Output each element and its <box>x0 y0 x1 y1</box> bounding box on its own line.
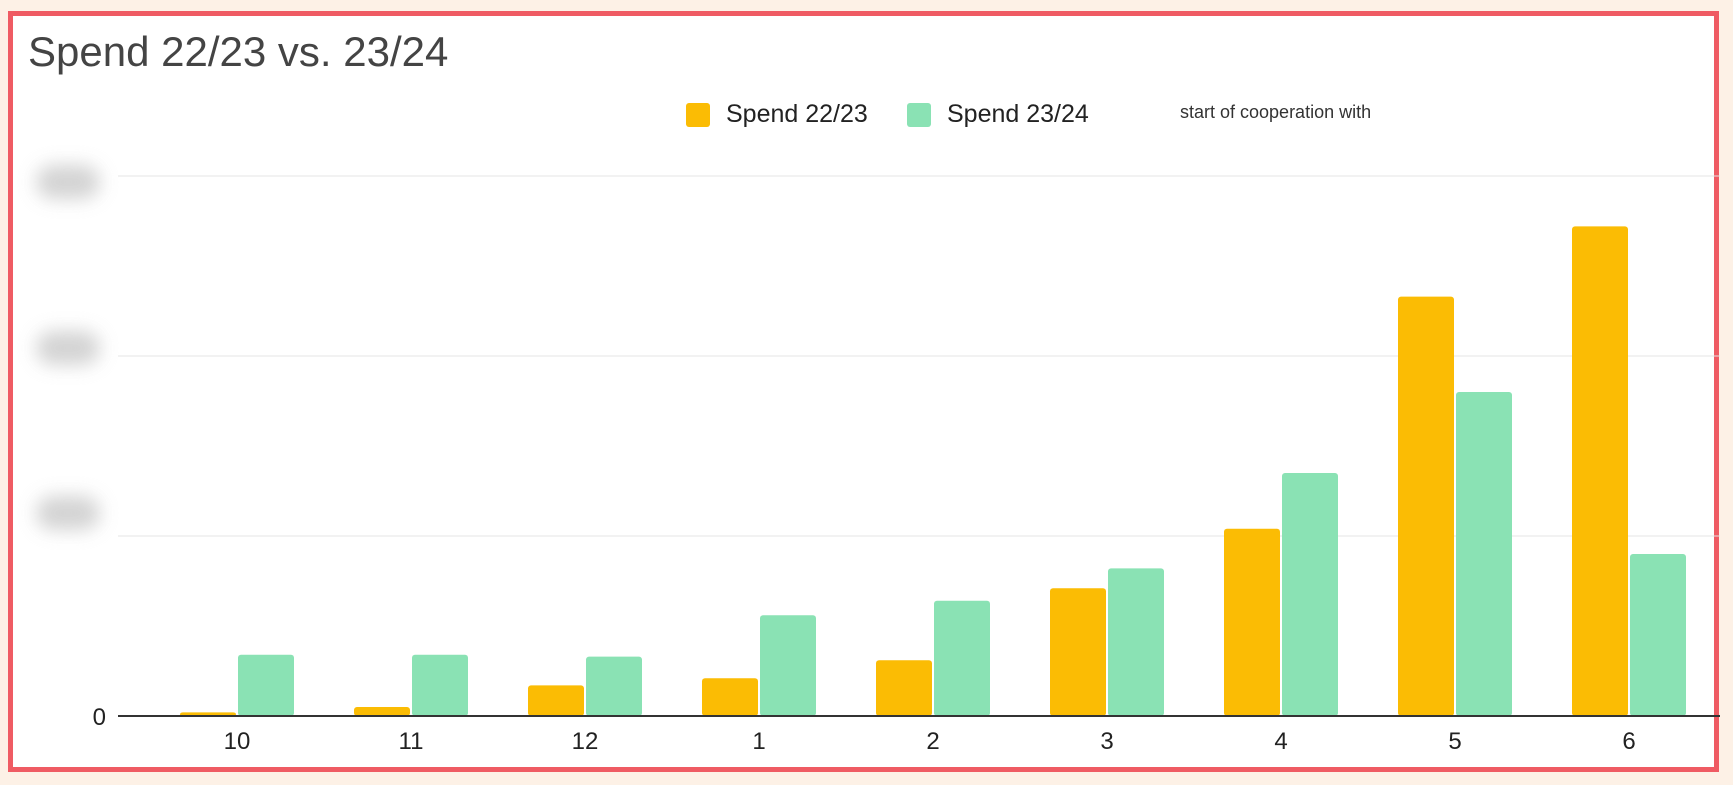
bar-2 <box>412 654 468 716</box>
legend-label-series-1: Spend 22/23 <box>726 100 868 128</box>
bar-2 <box>1630 554 1686 716</box>
bar-2 <box>1456 392 1512 716</box>
chart-annotation: start of cooperation with <box>1180 102 1372 122</box>
x-tick-label: 1 <box>752 728 765 755</box>
bar-1 <box>876 660 932 716</box>
blurred-y-tick-label <box>36 331 100 365</box>
blurred-y-tick-label <box>36 165 100 199</box>
x-tick-label: 12 <box>572 728 599 755</box>
legend-item-series-2: Spend 23/24 <box>907 100 1089 129</box>
x-tick-label: 10 <box>224 728 251 755</box>
bar-1 <box>702 678 758 716</box>
y-tick-label: 0 <box>93 704 106 731</box>
bar-1 <box>528 685 584 716</box>
bar-2 <box>586 656 642 716</box>
x-tick-label: 5 <box>1448 728 1461 755</box>
bar-2 <box>1108 568 1164 716</box>
bar-1 <box>1224 528 1280 716</box>
bar-2 <box>760 615 816 716</box>
bar-1 <box>1398 296 1454 716</box>
x-tick-label: 4 <box>1274 728 1287 755</box>
bar-1 <box>1572 226 1628 716</box>
bar-1 <box>354 707 410 716</box>
x-tick-label: 3 <box>1100 728 1113 755</box>
bar-2 <box>934 600 990 716</box>
x-tick-label: 11 <box>399 728 424 755</box>
bar-2 <box>1282 473 1338 716</box>
x-tick-label: 6 <box>1622 728 1635 755</box>
legend-item-series-1: Spend 22/23 <box>686 100 868 129</box>
legend-swatch-series-2 <box>907 102 931 127</box>
blurred-y-tick-label <box>36 496 100 530</box>
bar-1 <box>1050 588 1106 716</box>
legend-label-series-2: Spend 23/24 <box>947 100 1089 128</box>
chart-title: Spend 22/23 vs. 23/24 <box>28 28 449 75</box>
x-tick-label: 2 <box>926 728 939 755</box>
bar-2 <box>238 654 294 716</box>
legend-swatch-series-1 <box>686 102 710 127</box>
